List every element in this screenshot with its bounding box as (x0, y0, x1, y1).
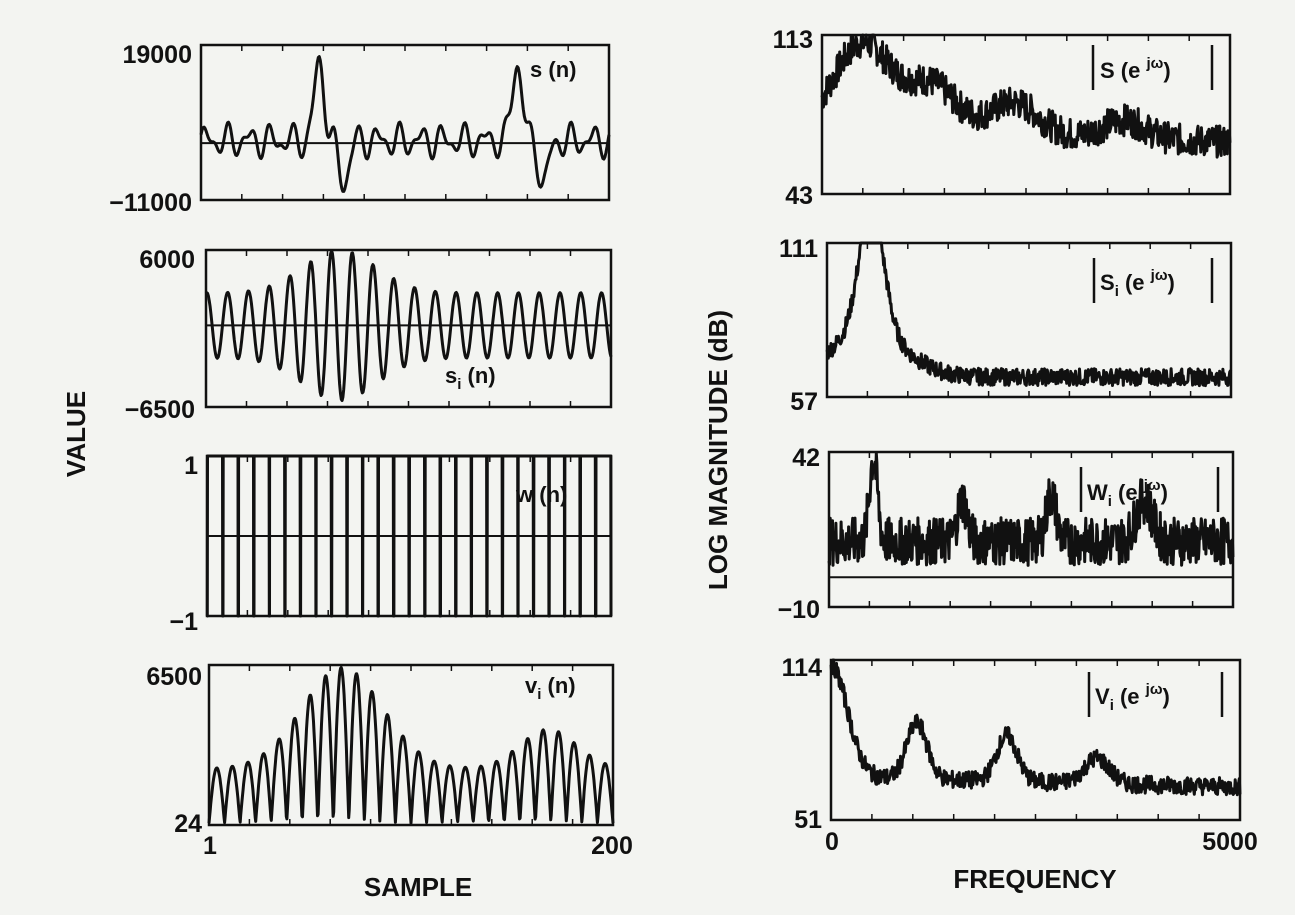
panel-Si-mag: 111 57 Si (e jω) (779, 235, 1233, 416)
panel-S-mag-trace-group (820, 33, 1232, 194)
panel-S-mag-label: S (e jω) (1100, 55, 1171, 83)
left-x-tick-end: 200 (591, 832, 633, 860)
panel-S-mag-ymax-label: 113 (773, 26, 813, 54)
panel-Vi-mag-ymax-label: 114 (782, 654, 822, 682)
trace-5 (825, 241, 1233, 388)
panel-Wi-mag-trace-group (827, 451, 1235, 607)
panel-vi-n-trace-group (207, 665, 615, 825)
panel-vi-n-ymin-label: 24 (174, 810, 202, 838)
panel-si-n: 6000 −6500 si (n) (125, 246, 613, 424)
panel-w-n-ymax-label: 1 (184, 452, 198, 480)
right-y-axis-title: LOG MAGNITUDE (dB) (703, 310, 733, 590)
panel-si-n-ymax-label: 6000 (139, 246, 195, 274)
panel-Vi-mag-ymin-label: 51 (794, 806, 822, 834)
panel-si-n-label: si (n) (445, 363, 496, 393)
panel-s-n-ymin-label: −11000 (109, 189, 192, 217)
panel-s-n-trace-group (199, 45, 611, 200)
panel-Vi-mag-trace-group (829, 658, 1242, 820)
panel-si-n-trace-group (204, 249, 613, 407)
trace-6 (827, 451, 1235, 567)
trace-4 (820, 33, 1232, 159)
panel-S-mag-ymin-label: 43 (785, 182, 813, 210)
panel-Vi-mag-label: Vi (e jω) (1095, 681, 1170, 714)
panel-Vi-mag-frame (829, 658, 1242, 822)
panel-Vi-mag: 114 51 Vi (e jω) 0 5000 (782, 654, 1258, 856)
panel-vi-n: 6500 24 vi (n) 1 200 (146, 663, 632, 860)
right-x-axis-title: FREQUENCY (953, 864, 1116, 894)
right-x-tick-end: 5000 (1202, 828, 1258, 856)
panel-Wi-mag: 42 −10 Wi (e jω) (778, 444, 1235, 624)
panel-vi-n-ymax-label: 6500 (146, 663, 202, 691)
trace-1 (204, 249, 613, 402)
panel-Si-mag-ymax-label: 111 (779, 235, 818, 263)
left-y-axis-title: VALUE (61, 391, 91, 477)
panel-Si-mag-ymin-label: 57 (790, 388, 818, 416)
panel-Wi-mag-ymax-label: 42 (792, 444, 820, 472)
panel-si-n-ymin-label: −6500 (125, 396, 195, 424)
panel-w-n: 1 −1 w (n) (169, 452, 613, 636)
panel-w-n-ymin-label: −1 (169, 608, 198, 636)
trace-7 (829, 658, 1242, 797)
panel-Wi-mag-ymin-label: −10 (778, 596, 820, 624)
panel-S-mag: 113 43 S (e jω) (773, 26, 1232, 210)
left-x-axis-title: SAMPLE (364, 872, 472, 902)
right-x-tick-start: 0 (825, 828, 839, 856)
panel-vi-n-label: vi (n) (525, 673, 576, 703)
panel-Wi-mag-label: Wi (e jω) (1087, 477, 1168, 510)
left-x-tick-start: 1 (203, 832, 217, 860)
panel-s-n-label: s (n) (530, 57, 576, 82)
panel-Si-mag-label: Si (e jω) (1100, 267, 1175, 300)
panel-s-n-ymax-label: 19000 (122, 41, 192, 69)
trace-0 (199, 55, 611, 193)
panel-s-n: 19000 −11000 s (n) (109, 41, 611, 217)
panel-Si-mag-trace-group (825, 241, 1233, 397)
panel-w-n-trace-group (205, 454, 613, 618)
panel-w-n-label: w (n) (515, 482, 567, 507)
